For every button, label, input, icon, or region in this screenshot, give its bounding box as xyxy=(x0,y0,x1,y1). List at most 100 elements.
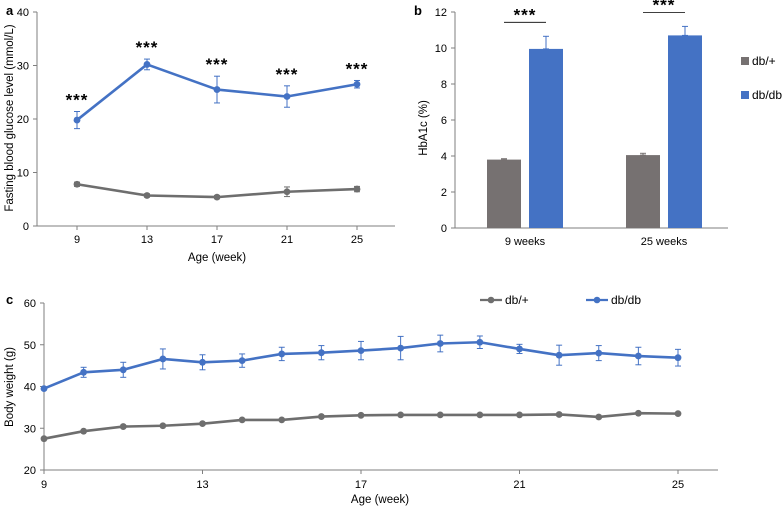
panel-c-data-point xyxy=(436,340,444,347)
panel-b-y-axis-label: HbA1c (%) xyxy=(418,100,430,156)
panel-c-data-point xyxy=(516,345,523,353)
panel-b-y-tick-label: 0 xyxy=(441,223,447,235)
panel-a-significance-marker: *** xyxy=(136,38,159,57)
panel-a: a Fasting blood glucose level (mmol/L) A… xyxy=(4,3,395,264)
panel-a-data-point xyxy=(283,93,291,100)
panel-c-data-point xyxy=(516,411,523,419)
panel-c-data-point xyxy=(40,385,48,392)
panel-c-data-point xyxy=(595,349,603,357)
panel-c-y-tick-label: 30 xyxy=(24,423,36,435)
panel-c-data-point xyxy=(634,409,642,417)
panel-c-x-tick-label: 9 xyxy=(41,479,47,491)
panel-c-data-point xyxy=(119,423,127,430)
legend-marker-dbdb xyxy=(593,296,601,304)
panel-b-bar-dbdb xyxy=(529,48,563,229)
panel-c-y-axis-label: Body weight (g) xyxy=(4,347,16,427)
panel-c-data-point xyxy=(278,350,286,358)
panel-b-y-tick-label: 2 xyxy=(441,187,447,199)
panel-c-letter: c xyxy=(6,292,13,307)
panel-b-bar-dbdb xyxy=(668,35,702,229)
panel-a-data-point xyxy=(353,80,361,88)
legend-swatch-dbdb xyxy=(741,91,749,99)
panel-a-axes: 0 10 20 30 40 9 13 17 21 25 xyxy=(17,7,395,246)
panel-c-x-tick-label: 25 xyxy=(672,479,684,491)
panel-b-letter: b xyxy=(414,3,422,18)
panel-c-y-tick-label: 20 xyxy=(24,465,36,477)
panel-a-y-axis-label: Fasting blood glucose level (mmol/L) xyxy=(4,24,16,211)
panel-c-data-point xyxy=(674,354,682,362)
panel-a-y-tick-label: 40 xyxy=(17,7,29,19)
legend-label-dbplus: db/+ xyxy=(752,54,776,68)
panel-a-letter: a xyxy=(6,3,14,18)
panel-a-x-tick-label: 17 xyxy=(211,234,223,246)
panel-b-bar-db+ xyxy=(487,159,521,228)
panel-a-x-tick-label: 21 xyxy=(281,234,293,246)
panel-a-data-point xyxy=(213,86,221,93)
panel-a-x-axis-label: Age (week) xyxy=(188,252,246,264)
panel-a-data-point xyxy=(353,185,361,193)
panel-b: b HbA1c (%) 0 2 4 6 8 10 12 9 weeks 25 weeks ***… xyxy=(414,0,782,248)
panel-c-x-tick-label: 13 xyxy=(196,479,208,491)
panel-b-y-tick-label: 4 xyxy=(441,151,447,163)
panel-b-significance-marker: *** xyxy=(514,5,537,24)
panel-c-x-tick-label: 21 xyxy=(513,479,525,491)
panel-c-legend: db/+ db/db xyxy=(480,293,641,307)
panel-c-data-point xyxy=(199,420,206,428)
panel-a-significance-marker: *** xyxy=(276,65,299,84)
panel-c-data-point xyxy=(397,411,405,419)
panel-b-y-tick-label: 8 xyxy=(441,79,447,91)
panel-c-data-point xyxy=(476,338,484,346)
legend-marker-dbplus xyxy=(487,296,495,304)
panel-a-marks: *** *** *** *** *** xyxy=(66,38,369,201)
panel-c-data-point xyxy=(634,352,642,360)
panel-a-x-tick-label: 13 xyxy=(141,234,153,246)
panel-c-data-point xyxy=(238,357,246,365)
panel-c-data-point xyxy=(80,427,88,435)
legend-label-dbdb: db/db xyxy=(611,293,641,307)
panel-a-significance-marker: *** xyxy=(346,59,369,78)
panel-c-data-point xyxy=(199,358,206,366)
panel-c-data-point xyxy=(40,435,48,443)
panel-c-data-point xyxy=(436,411,444,419)
panel-b-bar-db+ xyxy=(626,155,660,228)
panel-b-x-tick-label: 25 weeks xyxy=(641,236,688,248)
legend-label-dbdb: db/db xyxy=(752,88,782,102)
panel-b-significance-marker: *** xyxy=(653,0,676,14)
panel-c-axes: 20 30 40 50 60 9 13 17 21 25 xyxy=(24,298,718,491)
panel-a-data-point xyxy=(143,192,151,199)
panel-a-significance-marker: *** xyxy=(66,91,89,110)
panel-a-y-tick-label: 20 xyxy=(17,114,29,126)
panel-c-marks xyxy=(40,334,682,443)
panel-c-data-point xyxy=(119,366,127,374)
panel-c-data-point xyxy=(357,411,365,419)
panel-a-y-tick-label: 30 xyxy=(17,61,29,73)
panel-a-y-tick-label: 0 xyxy=(23,221,29,233)
panel-c-y-tick-label: 50 xyxy=(24,340,36,352)
panel-c-data-point xyxy=(159,422,167,430)
panel-c-x-axis-label: Age (week) xyxy=(351,494,409,506)
panel-b-y-tick-label: 10 xyxy=(435,43,447,55)
legend-label-dbplus: db/+ xyxy=(505,293,529,307)
panel-c-data-point xyxy=(317,349,325,357)
panel-c-data-point xyxy=(555,411,563,418)
panel-a-y-tick-label: 10 xyxy=(17,168,29,180)
panel-b-y-tick-label: 6 xyxy=(441,115,447,127)
panel-c-data-point xyxy=(159,355,167,363)
panel-c-data-point xyxy=(555,351,563,359)
panel-c-data-point xyxy=(476,411,484,419)
panel-a-data-point xyxy=(73,180,81,188)
panel-a-significance-marker: *** xyxy=(206,55,229,74)
panel-c-y-tick-label: 40 xyxy=(24,382,36,394)
panel-c-data-point xyxy=(317,413,325,420)
panel-c-data-point xyxy=(595,413,603,421)
panel-c-data-point xyxy=(357,347,365,354)
panel-a-data-point xyxy=(213,193,221,201)
panel-c-x-tick-label: 17 xyxy=(355,479,367,491)
panel-c-data-point xyxy=(397,344,405,352)
panel-b-y-tick-label: 12 xyxy=(435,7,447,19)
panel-a-data-point xyxy=(283,188,291,196)
panel-c-data-point xyxy=(238,416,246,424)
panel-c-data-point xyxy=(278,416,286,424)
panel-c-data-point xyxy=(674,410,682,418)
